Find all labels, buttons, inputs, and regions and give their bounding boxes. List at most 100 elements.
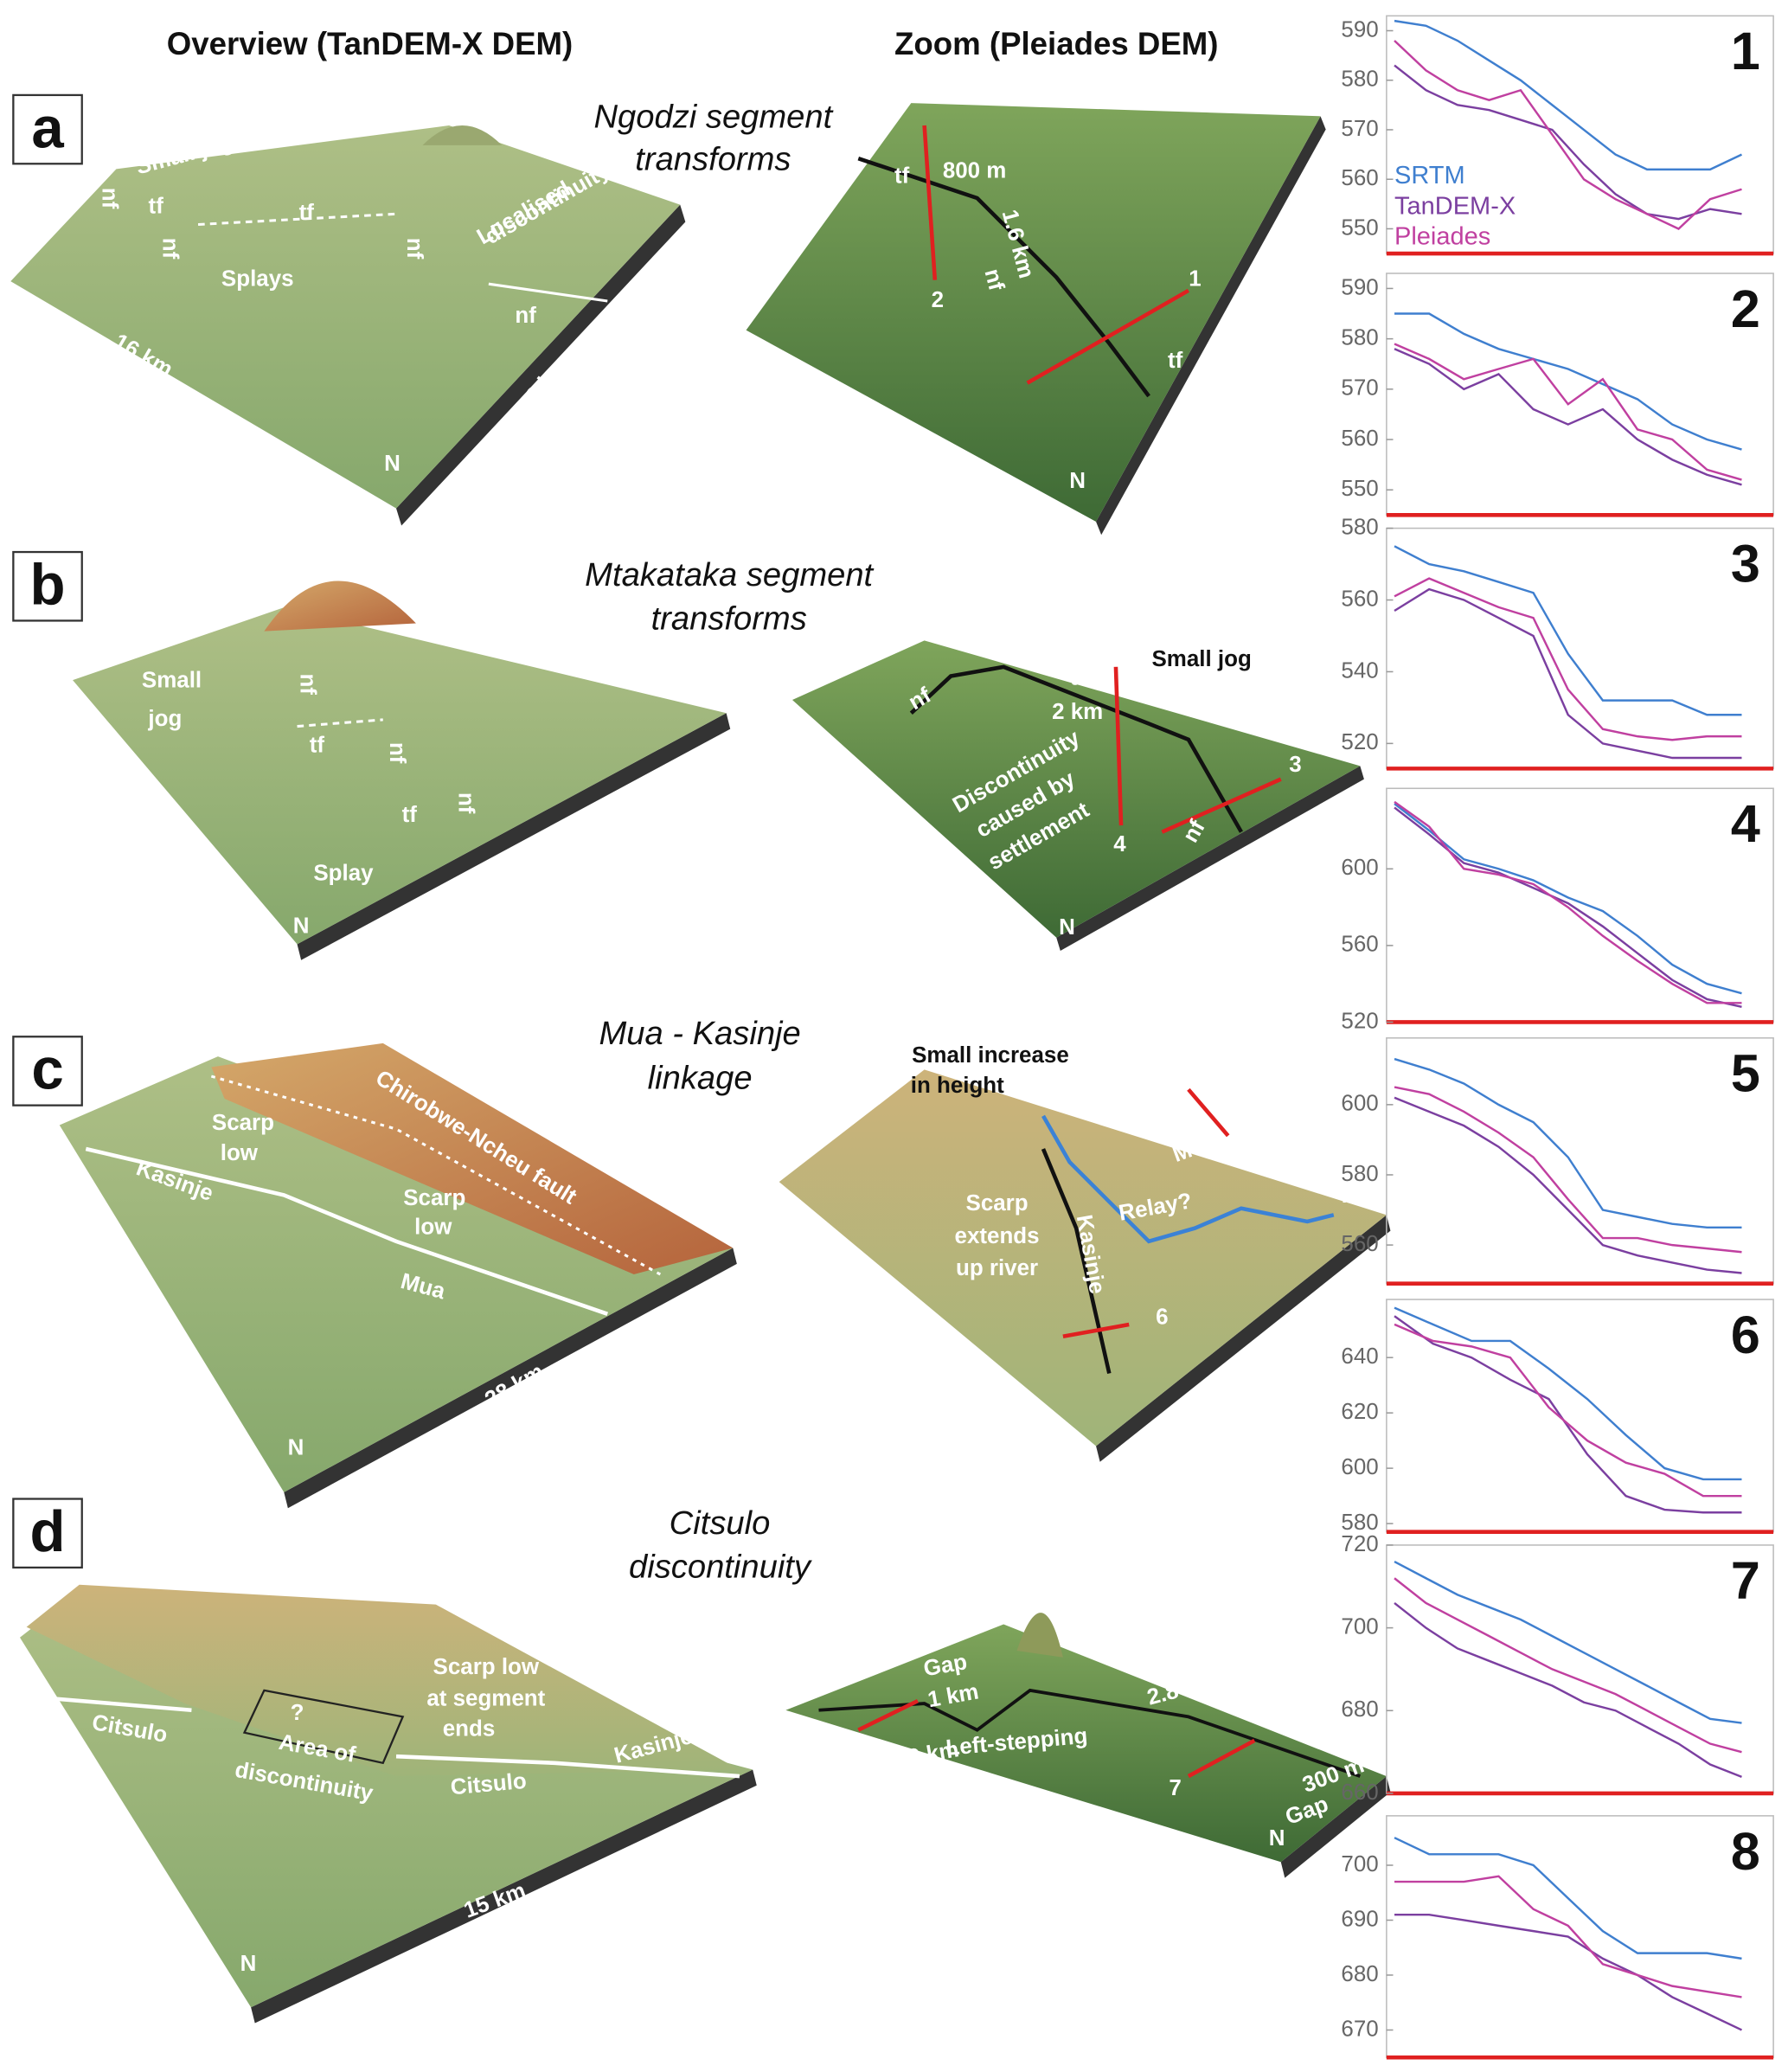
annotation: tf [299, 201, 315, 225]
y-tick-label: 690 [1341, 1907, 1378, 1931]
chart-title: 3 [1731, 534, 1760, 593]
y-tick-label: 560 [1341, 933, 1378, 957]
y-tick-label: 580 [1341, 1162, 1378, 1186]
annotation: nf [295, 673, 319, 695]
profile-line [1394, 1306, 1742, 1481]
y-tick-label: 600 [1341, 1092, 1378, 1116]
annotation: N [384, 452, 401, 476]
annotation: Small [142, 669, 202, 693]
annotation: 800 m [943, 158, 1007, 183]
relief [422, 125, 503, 145]
annotation: Small jog [1152, 647, 1252, 671]
dem-overview-b [73, 607, 727, 945]
fault-trace [857, 157, 1150, 398]
annotation: Scarp [966, 1191, 1029, 1216]
annotation: N [1059, 915, 1075, 940]
relief [1016, 1613, 1063, 1658]
y-tick-label: 580 [1341, 515, 1378, 539]
fault-trace [33, 1695, 192, 1713]
annotation: ends [443, 1717, 496, 1742]
y-tick-label: 520 [1341, 1009, 1378, 1033]
annotation: Scarp [403, 1186, 465, 1210]
fault-trace [488, 282, 608, 303]
y-tick-label: 670 [1341, 2017, 1378, 2041]
dem-zoom-b [791, 640, 1361, 938]
annotation: 2 [932, 288, 944, 312]
plot-frame [1386, 1544, 1774, 1794]
annotation: nf [402, 238, 426, 260]
annotation: extends [955, 1224, 1040, 1248]
panel-title: transforms [651, 600, 807, 638]
profile-line [1394, 800, 1742, 1004]
y-tick-label: 570 [1341, 117, 1378, 141]
annotation: 8 [839, 1734, 851, 1758]
profile-line [1062, 1322, 1130, 1339]
y-tick-label: 550 [1341, 477, 1378, 501]
annotation: jog [147, 707, 182, 731]
profile-line [1394, 343, 1742, 481]
y-tick-label: 700 [1341, 1852, 1378, 1876]
annotation: nf [158, 238, 183, 260]
legend-entry: SRTM [1394, 162, 1465, 189]
profile-line [1394, 1875, 1742, 1998]
annotation: nf [97, 188, 121, 209]
annotation: tf [402, 803, 418, 827]
annotation: N [288, 1435, 304, 1459]
profile-line [1394, 1837, 1742, 1960]
plot-frame [1386, 527, 1774, 770]
profile-line [1394, 577, 1742, 741]
annotation: 13.5 km [112, 783, 175, 866]
legend-entry: TanDEM-X [1394, 192, 1516, 220]
profile-chart: 580 600 620 640 6 [1341, 1299, 1774, 1535]
annotation: N [1342, 1184, 1358, 1208]
panel-title: transforms [635, 140, 791, 177]
y-tick-label: 580 [1341, 1511, 1378, 1535]
panel-title: discontinuity [629, 1549, 812, 1586]
profile-line [1394, 312, 1742, 451]
column-header: Zoom (Pleiades DEM) [894, 26, 1218, 61]
block-side [297, 713, 731, 960]
profile-chart: 520 540 560 580 3 [1341, 515, 1774, 771]
annotation: tf [1070, 665, 1086, 690]
annotation: 1 [1189, 266, 1201, 291]
panel-label-box [12, 1498, 83, 1569]
relief [26, 1584, 740, 1777]
chart-title: 8 [1731, 1822, 1760, 1881]
plot-frame [1386, 273, 1774, 516]
relief [264, 581, 416, 632]
annotation: nf [515, 304, 536, 328]
y-tick-label: 560 [1341, 1232, 1378, 1256]
annotation: in height [911, 1074, 1004, 1098]
profile-line [1394, 64, 1742, 221]
transform-trace [297, 718, 383, 728]
y-tick-label: 720 [1341, 1532, 1378, 1556]
profile-line [1113, 666, 1124, 826]
y-tick-label: 600 [1341, 856, 1378, 880]
profile-line [1394, 1096, 1742, 1274]
y-tick-label: 570 [1341, 376, 1378, 401]
profile-line [1394, 1323, 1742, 1498]
block-side [1096, 1215, 1391, 1462]
dem-zoom-a [746, 103, 1321, 522]
river [1041, 1114, 1335, 1244]
block-side [251, 1769, 757, 2024]
profile-line [1394, 1577, 1742, 1754]
y-tick-label: 550 [1341, 215, 1378, 240]
profile-chart: 550 560 570 580 590 2 [1341, 273, 1774, 517]
y-tick-label: 600 [1341, 1455, 1378, 1479]
profile-line [1161, 777, 1282, 834]
annotation: 3 [1289, 753, 1301, 777]
profile-line [1394, 19, 1743, 171]
annotation: tf [894, 164, 910, 188]
y-tick-label: 700 [1341, 1614, 1378, 1639]
annotation: Splay [313, 861, 374, 885]
column-header: Overview (TanDEM-X DEM) [167, 26, 573, 61]
annotation: Scarp low [433, 1655, 540, 1679]
annotation: N [293, 914, 310, 938]
terrain [10, 103, 1391, 2024]
panel-title: Mua - Kasinje [599, 1015, 800, 1052]
block-side [1096, 116, 1326, 536]
